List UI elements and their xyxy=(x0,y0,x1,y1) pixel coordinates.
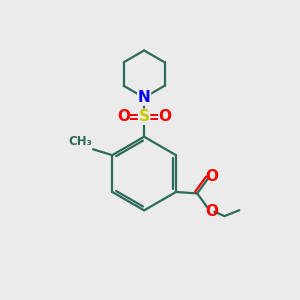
Text: N: N xyxy=(138,90,151,105)
Text: CH₃: CH₃ xyxy=(68,135,92,148)
Text: O: O xyxy=(206,204,218,219)
Text: O: O xyxy=(206,169,218,184)
Text: O: O xyxy=(158,109,171,124)
Text: S: S xyxy=(139,109,150,124)
Text: O: O xyxy=(117,109,130,124)
